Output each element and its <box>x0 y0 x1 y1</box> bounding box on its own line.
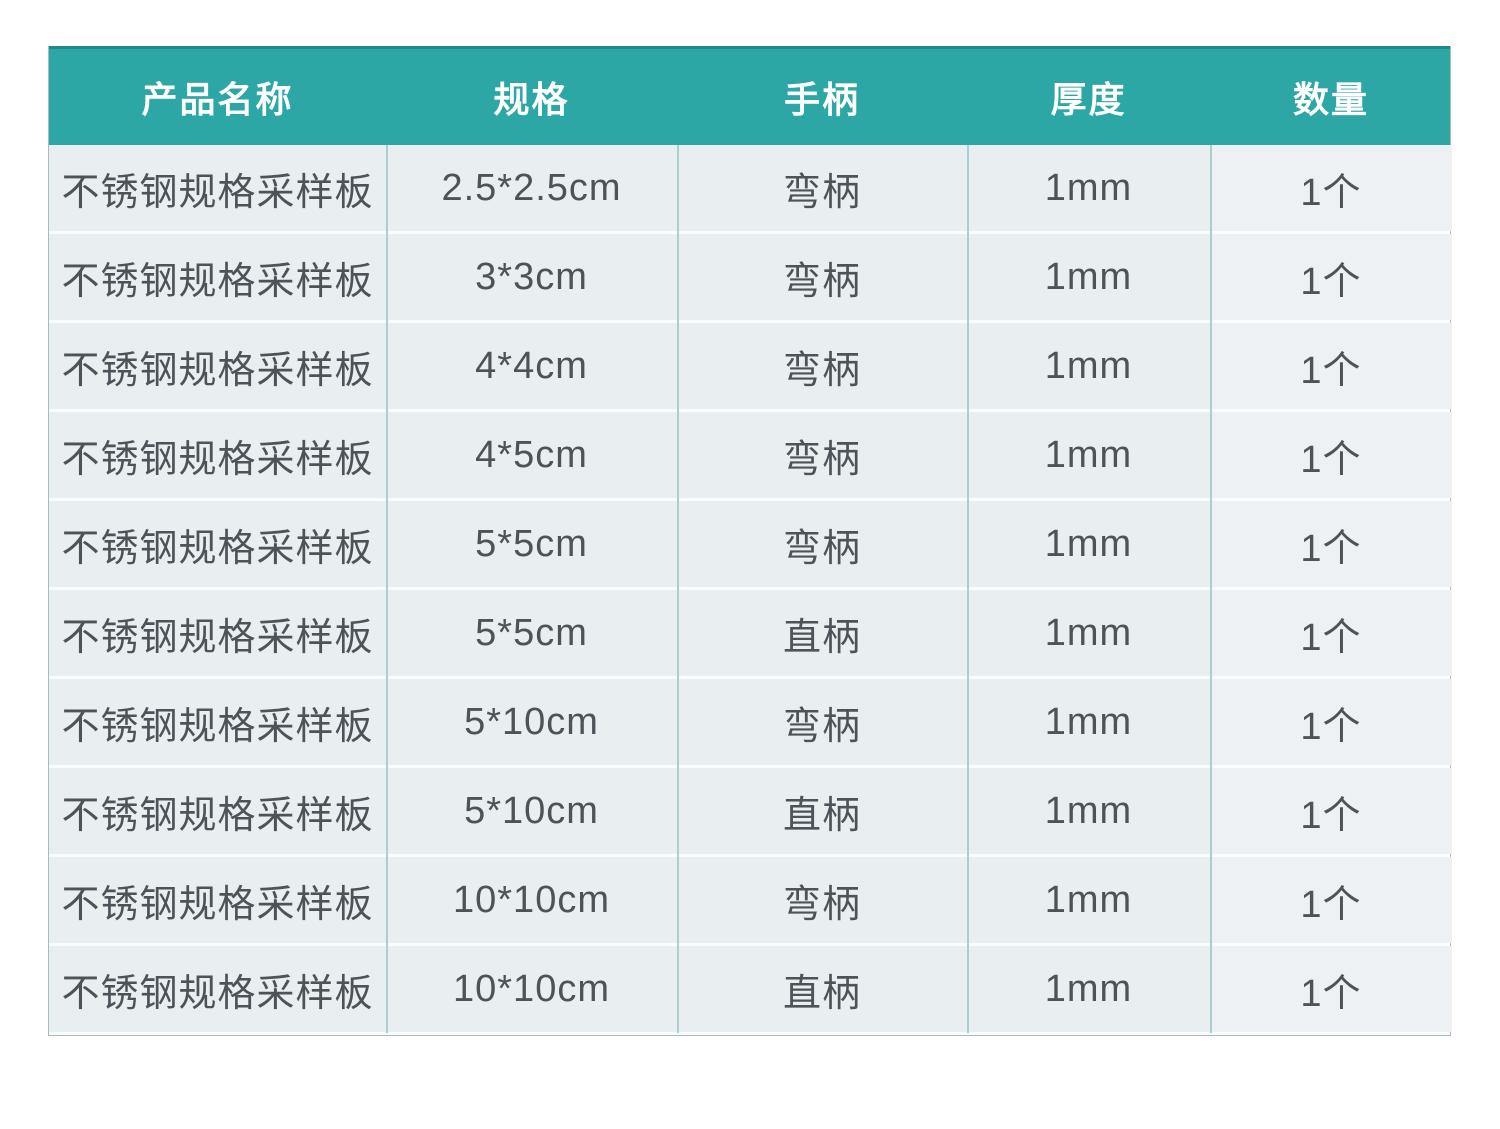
cell-handle: 直柄 <box>782 972 861 1015</box>
cell-thickness: 1mm <box>1044 700 1133 743</box>
cell-thickness: 1mm <box>1044 433 1133 476</box>
cell-product-name: 不锈钢规格采样板 <box>61 438 374 481</box>
cell-spec: 5*10cm <box>464 789 599 832</box>
col-header-product-name: 产品名称 <box>141 79 294 120</box>
cell-quantity: 1个 <box>1210 768 1452 854</box>
table-row: 不锈钢规格采样板 2.5*2.5cm 弯柄 1mm 1个 <box>49 145 1452 234</box>
table-row: 不锈钢规格采样板 10*10cm 直柄 1mm 1个 <box>49 946 1452 1035</box>
column-separator <box>1210 145 1212 1033</box>
col-header-quantity: 数量 <box>1292 79 1369 120</box>
product-spec-table: 产品名称 规格 手柄 厚度 数量 不锈钢规格采样板 2.5*2.5cm 弯柄 1… <box>48 46 1452 1036</box>
cell-quantity: 1个 <box>1210 857 1452 943</box>
cell-product-name: 不锈钢规格采样板 <box>61 705 374 748</box>
col-header-handle: 手柄 <box>783 79 860 120</box>
cell-quantity: 1个 <box>1210 590 1452 676</box>
table-row: 不锈钢规格采样板 5*5cm 弯柄 1mm 1个 <box>49 501 1452 590</box>
cell-thickness: 1mm <box>1044 166 1133 209</box>
cell-spec: 10*10cm <box>453 967 610 1010</box>
cell-product-name: 不锈钢规格采样板 <box>61 171 374 214</box>
column-separator <box>677 145 679 1033</box>
col-header-thickness: 厚度 <box>1050 79 1127 120</box>
cell-handle: 直柄 <box>782 794 861 837</box>
cell-thickness: 1mm <box>1044 967 1133 1010</box>
table-row: 不锈钢规格采样板 5*10cm 弯柄 1mm 1个 <box>49 679 1452 768</box>
cell-spec: 10*10cm <box>453 878 610 921</box>
column-separator <box>967 145 969 1033</box>
cell-handle: 直柄 <box>782 616 861 659</box>
cell-thickness: 1mm <box>1044 878 1133 921</box>
cell-spec: 3*3cm <box>475 255 588 298</box>
table-row: 不锈钢规格采样板 4*4cm 弯柄 1mm 1个 <box>49 323 1452 412</box>
table-row: 不锈钢规格采样板 5*5cm 直柄 1mm 1个 <box>49 590 1452 679</box>
col-header-spec: 规格 <box>493 79 570 120</box>
cell-product-name: 不锈钢规格采样板 <box>61 883 374 926</box>
cell-quantity: 1个 <box>1210 412 1452 498</box>
cell-quantity: 1个 <box>1210 946 1452 1032</box>
cell-product-name: 不锈钢规格采样板 <box>61 349 374 392</box>
cell-handle: 弯柄 <box>782 260 861 303</box>
cell-handle: 弯柄 <box>782 527 861 570</box>
table-row: 不锈钢规格采样板 4*5cm 弯柄 1mm 1个 <box>49 412 1452 501</box>
cell-thickness: 1mm <box>1044 789 1133 832</box>
cell-quantity: 1个 <box>1210 234 1452 320</box>
cell-spec: 5*5cm <box>475 522 588 565</box>
cell-quantity: 1个 <box>1210 501 1452 587</box>
cell-thickness: 1mm <box>1044 255 1133 298</box>
cell-thickness: 1mm <box>1044 522 1133 565</box>
table-body: 不锈钢规格采样板 2.5*2.5cm 弯柄 1mm 1个 不锈钢规格采样板 3*… <box>49 145 1452 1035</box>
cell-handle: 弯柄 <box>782 349 861 392</box>
cell-quantity: 1个 <box>1210 145 1452 231</box>
cell-handle: 弯柄 <box>782 438 861 481</box>
cell-product-name: 不锈钢规格采样板 <box>61 972 374 1015</box>
cell-product-name: 不锈钢规格采样板 <box>61 527 374 570</box>
cell-spec: 4*4cm <box>475 344 588 387</box>
cell-thickness: 1mm <box>1044 344 1133 387</box>
cell-product-name: 不锈钢规格采样板 <box>61 260 374 303</box>
cell-handle: 弯柄 <box>782 883 861 926</box>
column-separator <box>386 145 388 1033</box>
table-row: 不锈钢规格采样板 10*10cm 弯柄 1mm 1个 <box>49 857 1452 946</box>
cell-handle: 弯柄 <box>782 171 861 214</box>
cell-spec: 5*10cm <box>464 700 599 743</box>
cell-spec: 2.5*2.5cm <box>441 166 622 209</box>
cell-product-name: 不锈钢规格采样板 <box>61 794 374 837</box>
cell-thickness: 1mm <box>1044 611 1133 654</box>
table-row: 不锈钢规格采样板 3*3cm 弯柄 1mm 1个 <box>49 234 1452 323</box>
table-header-row: 产品名称 规格 手柄 厚度 数量 <box>49 46 1450 145</box>
cell-spec: 4*5cm <box>475 433 588 476</box>
table-row: 不锈钢规格采样板 5*10cm 直柄 1mm 1个 <box>49 768 1452 857</box>
cell-handle: 弯柄 <box>782 705 861 748</box>
cell-quantity: 1个 <box>1210 679 1452 765</box>
cell-spec: 5*5cm <box>475 611 588 654</box>
cell-quantity: 1个 <box>1210 323 1452 409</box>
cell-product-name: 不锈钢规格采样板 <box>61 616 374 659</box>
